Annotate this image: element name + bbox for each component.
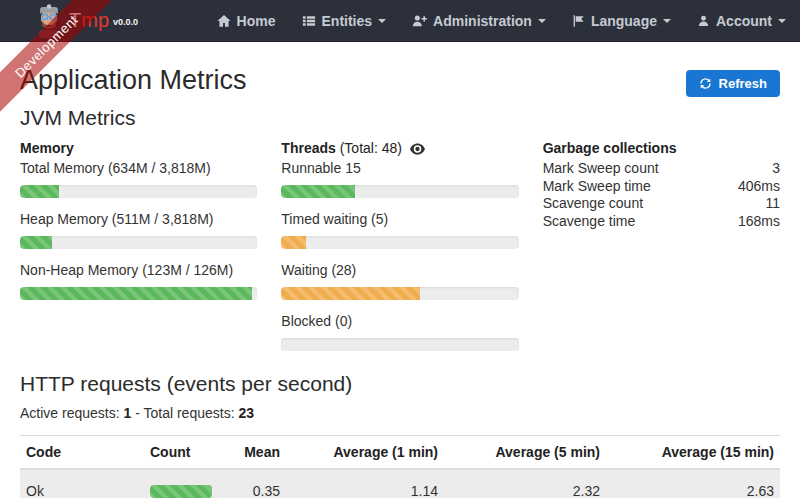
avg15-cell: 2.63 <box>606 469 780 498</box>
chevron-down-icon <box>778 19 786 23</box>
user-plus-icon <box>412 14 427 28</box>
refresh-icon <box>699 77 712 90</box>
mean-cell: 0.35 <box>220 469 286 498</box>
nonheap-memory-progress <box>20 287 257 300</box>
nav-item-entities[interactable]: Entities <box>302 13 387 29</box>
nav-item-language[interactable]: Language <box>572 13 671 29</box>
timed-waiting-progress <box>281 236 518 249</box>
brand-title: Tmp <box>69 9 109 32</box>
col-header-avg15: Average (15 min) <box>606 436 780 470</box>
col-header-mean: Mean <box>220 436 286 470</box>
garbage-section: Garbage collections Mark Sweep count3 Ma… <box>543 140 780 364</box>
count-bar <box>150 485 212 498</box>
requests-summary: Active requests: 1 - Total requests: 23 <box>20 405 780 421</box>
page-title: Application Metrics <box>20 66 247 96</box>
gc-row: Mark Sweep time406ms <box>543 178 780 196</box>
memory-section: Memory Total Memory (634M / 3,818M) Heap… <box>20 140 257 364</box>
nav-item-administration[interactable]: Administration <box>412 13 546 29</box>
chevron-down-icon <box>663 19 671 23</box>
col-header-code: Code <box>20 436 144 470</box>
http-requests-table: Code Count Mean Average (1 min) Average … <box>20 435 780 498</box>
flag-icon <box>572 14 585 28</box>
threads-section: Threads (Total: 48) Runnable 15 Timed wa… <box>281 140 518 364</box>
col-header-count: Count <box>144 436 220 470</box>
table-header-row: Code Count Mean Average (1 min) Average … <box>20 436 780 470</box>
runnable-progress <box>281 185 518 198</box>
waiting-progress <box>281 287 518 300</box>
brand-link[interactable]: Tmp v0.0.0 <box>36 4 138 38</box>
total-memory-bar <box>20 185 59 198</box>
nav-item-home[interactable]: Home <box>217 13 276 29</box>
table-row: Ok 0.35 1.14 2.32 2.63 <box>20 469 780 498</box>
waiting-bar <box>281 287 419 300</box>
threads-title: Threads (Total: 48) <box>281 140 518 156</box>
eye-icon[interactable] <box>410 143 425 155</box>
gc-row: Scavenge count11 <box>543 195 780 213</box>
nav-menu: Home Entities Administration Language Ac… <box>191 13 786 29</box>
total-memory-progress <box>20 185 257 198</box>
waiting-label: Waiting (28) <box>281 262 518 278</box>
col-header-avg1: Average (1 min) <box>286 436 444 470</box>
chevron-down-icon <box>378 19 386 23</box>
gc-value: 3 <box>772 160 780 178</box>
gc-value: 168ms <box>738 213 780 231</box>
home-icon <box>217 14 231 28</box>
chevron-down-icon <box>538 19 546 23</box>
avg5-cell: 2.32 <box>444 469 606 498</box>
total-memory-label: Total Memory (634M / 3,818M) <box>20 160 257 176</box>
blocked-progress <box>281 338 518 351</box>
navbar: Tmp v0.0.0 Home Entities Administration … <box>0 0 800 42</box>
jhipster-logo-icon <box>36 4 62 38</box>
count-progress <box>150 485 212 498</box>
heap-memory-label: Heap Memory (511M / 3,818M) <box>20 211 257 227</box>
brand-version: v0.0.0 <box>113 17 138 27</box>
runnable-bar <box>281 185 355 198</box>
timed-waiting-label: Timed waiting (5) <box>281 211 518 227</box>
count-cell <box>144 469 220 498</box>
avg1-cell: 1.14 <box>286 469 444 498</box>
gc-row: Scavenge time168ms <box>543 213 780 231</box>
main-content: Application Metrics Refresh JVM Metrics … <box>0 66 800 498</box>
runnable-label: Runnable 15 <box>281 160 518 176</box>
gc-value: 11 <box>765 195 780 213</box>
memory-title: Memory <box>20 140 257 156</box>
nonheap-memory-bar <box>20 287 252 300</box>
user-icon <box>697 14 710 28</box>
gc-row: Mark Sweep count3 <box>543 160 780 178</box>
blocked-label: Blocked (0) <box>281 313 518 329</box>
col-header-avg5: Average (5 min) <box>444 436 606 470</box>
garbage-title: Garbage collections <box>543 140 780 156</box>
active-requests-value: 1 <box>124 405 132 421</box>
http-requests-title: HTTP requests (events per second) <box>20 372 780 396</box>
list-icon <box>302 14 316 28</box>
threads-total: (Total: 48) <box>340 140 402 156</box>
nav-item-account[interactable]: Account <box>697 13 786 29</box>
code-cell: Ok <box>20 469 144 498</box>
jvm-metrics-title: JVM Metrics <box>20 106 780 130</box>
gc-value: 406ms <box>738 178 780 196</box>
timed-waiting-bar <box>281 236 306 249</box>
heap-memory-progress <box>20 236 257 249</box>
total-requests-value: 23 <box>238 405 254 421</box>
nonheap-memory-label: Non-Heap Memory (123M / 126M) <box>20 262 257 278</box>
refresh-button[interactable]: Refresh <box>686 70 780 97</box>
heap-memory-bar <box>20 236 52 249</box>
